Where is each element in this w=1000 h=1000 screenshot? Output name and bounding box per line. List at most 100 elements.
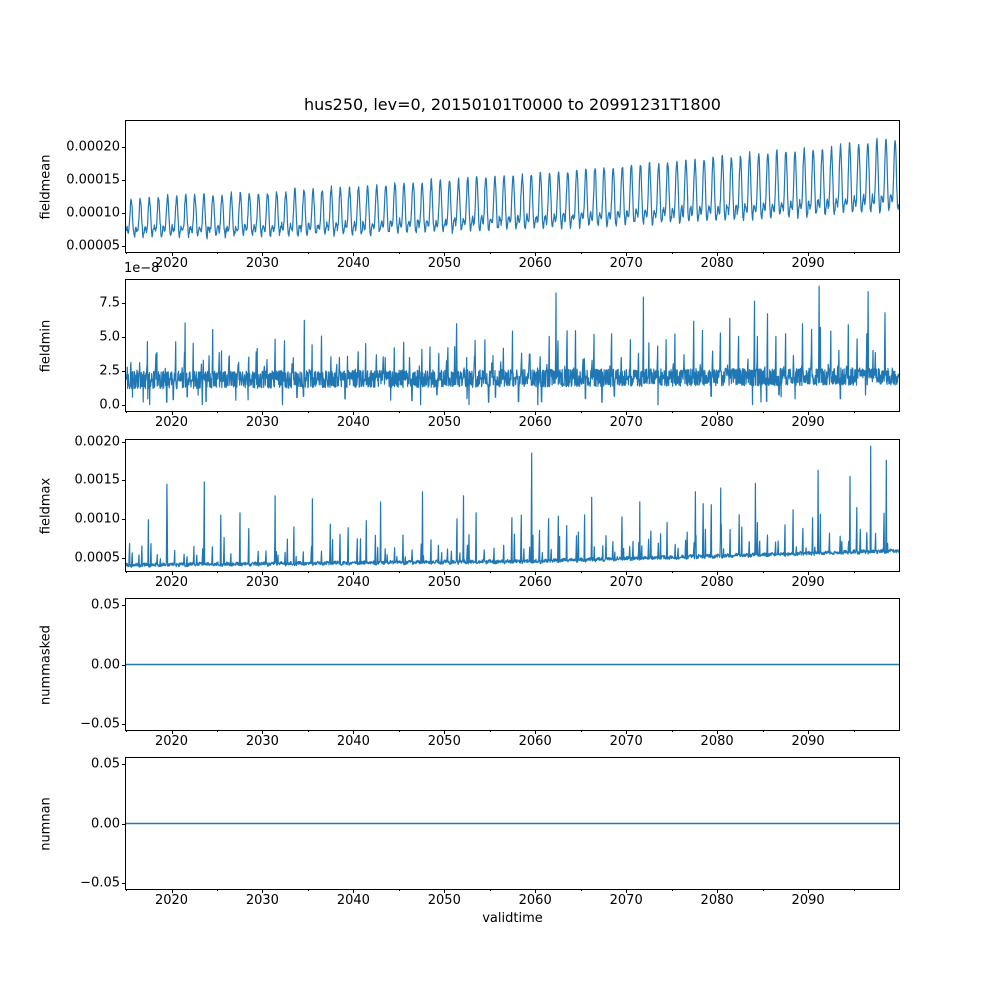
x-tick-label: 2020	[154, 415, 189, 430]
x-tick	[262, 571, 264, 575]
x-tick	[808, 889, 810, 893]
x-tick	[808, 411, 810, 415]
x-minor-tick	[853, 889, 855, 891]
y-axis-label-fieldmax: fieldmax	[38, 477, 54, 534]
x-tick-label: 2030	[245, 893, 279, 908]
x-minor-tick	[671, 411, 673, 413]
x-tick	[808, 571, 810, 575]
y-tick-label: 0.00005	[66, 238, 120, 254]
x-tick-label: 2050	[427, 893, 461, 908]
x-tick-label: 2070	[609, 415, 643, 430]
x-tick	[171, 411, 173, 415]
x-minor-tick	[853, 571, 855, 573]
subplot-fieldmean: fieldmean 2020 2030 2040 2050 2060 2070 2080 20…	[39, 120, 900, 271]
y-tick-label: 0.00010	[66, 205, 120, 221]
x-minor-tick	[489, 571, 491, 573]
y-tick-label: 0.00015	[66, 172, 120, 188]
y-tick	[122, 302, 126, 304]
x-tick-label: 2060	[518, 575, 552, 590]
x-tick	[535, 411, 537, 415]
y-tick-label: 0.0010	[74, 511, 121, 527]
x-tick	[444, 252, 446, 256]
y-tick-label: 0.0	[99, 397, 120, 413]
x-tick-label: 2050	[427, 256, 461, 271]
x-tick	[262, 252, 264, 256]
x-minor-tick	[762, 730, 764, 732]
x-minor-tick	[580, 730, 582, 732]
x-minor-tick	[216, 730, 218, 732]
x-minor-tick	[671, 571, 673, 573]
x-tick-label: 2020	[154, 893, 189, 908]
y-tick-label: 0.0015	[74, 472, 121, 488]
x-tick	[717, 252, 719, 256]
x-minor-tick	[853, 252, 855, 254]
y-tick-label: 0.05	[91, 756, 120, 772]
x-tick-label: 2030	[245, 256, 279, 271]
y-tick	[122, 724, 126, 725]
x-tick	[717, 571, 719, 575]
x-tick	[171, 252, 173, 256]
x-tick	[626, 411, 628, 415]
x-tick	[717, 730, 719, 734]
fieldmin-line	[126, 285, 899, 406]
x-tick	[353, 411, 355, 415]
x-tick	[353, 252, 355, 256]
x-tick-label: 2030	[245, 734, 279, 749]
x-minor-tick	[762, 571, 764, 573]
y-axis-label-fieldmean: fieldmean	[38, 154, 54, 219]
numnan-line	[126, 822, 899, 825]
x-minor-tick	[216, 252, 218, 254]
x-tick-label: 2080	[700, 256, 734, 271]
x-tick	[535, 730, 537, 734]
y-tick	[122, 213, 126, 214]
y-axis-offset-text: 1e−8	[124, 261, 160, 276]
x-tick	[353, 571, 355, 575]
y-tick-label: 2.5	[99, 363, 120, 379]
subplot-fieldmax: fieldmax 2020 2030 2040 2050 2060 2070 2080 209…	[39, 434, 900, 590]
x-tick-label: 2020	[154, 575, 189, 590]
x-tick	[171, 571, 173, 575]
x-tick-label: 2050	[427, 415, 461, 430]
x-tick	[626, 571, 628, 575]
x-minor-tick	[216, 411, 218, 413]
x-minor-tick	[762, 411, 764, 413]
x-tick-label: 2050	[427, 734, 461, 749]
fieldmean-line	[126, 137, 899, 240]
x-minor-tick	[853, 411, 855, 413]
y-axis-label-nummasked: nummasked	[38, 624, 54, 705]
y-tick	[122, 246, 126, 247]
x-tick	[808, 252, 810, 256]
x-minor-tick	[671, 730, 673, 732]
x-minor-tick	[489, 889, 491, 891]
y-tick-label: 0.0020	[74, 434, 121, 450]
y-tick-label: 0.0005	[74, 550, 121, 566]
x-tick-label: 2060	[518, 256, 552, 271]
y-tick-label: 0.00	[91, 657, 120, 672]
y-tick	[122, 336, 126, 338]
x-tick-label: 2070	[609, 893, 643, 908]
x-tick-label: 2080	[700, 734, 734, 749]
y-tick	[122, 664, 126, 666]
subplot-fieldmin: 1e−8 fieldmin 2020 2030 2040 2050 2060 2070 20…	[39, 261, 900, 430]
y-tick	[122, 179, 126, 181]
y-tick	[122, 605, 126, 606]
x-minor-tick	[126, 411, 127, 413]
subplot-numnan: numnan 2020 2030 2040 2050 2060 2070 2080 2090 −…	[39, 757, 900, 908]
x-tick	[262, 411, 264, 415]
y-tick	[122, 480, 126, 482]
x-tick-label: 2060	[518, 415, 552, 430]
x-tick	[535, 252, 537, 256]
y-tick-label: 5.0	[99, 329, 120, 345]
y-axis-label-fieldmin: fieldmin	[38, 319, 54, 372]
x-minor-tick	[307, 571, 309, 573]
y-tick	[122, 557, 126, 559]
x-minor-tick	[580, 571, 582, 573]
x-minor-tick	[307, 411, 309, 413]
y-tick	[122, 146, 126, 148]
x-tick	[535, 571, 537, 575]
x-tick	[353, 730, 355, 734]
y-tick	[122, 519, 126, 521]
x-minor-tick	[126, 889, 127, 891]
y-tick-label: −0.05	[80, 875, 120, 891]
